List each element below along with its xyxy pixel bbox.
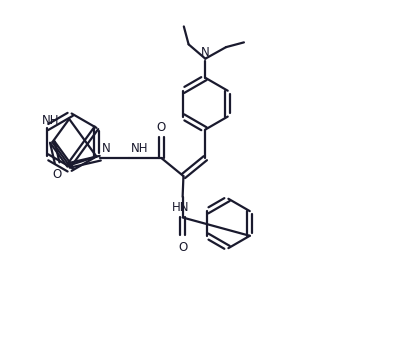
Text: NH: NH bbox=[42, 114, 59, 127]
Text: NH: NH bbox=[131, 142, 148, 155]
Text: N: N bbox=[102, 142, 111, 155]
Text: O: O bbox=[178, 240, 187, 253]
Text: O: O bbox=[53, 168, 62, 181]
Text: N: N bbox=[201, 46, 210, 59]
Text: O: O bbox=[156, 120, 165, 133]
Text: HN: HN bbox=[172, 201, 190, 214]
